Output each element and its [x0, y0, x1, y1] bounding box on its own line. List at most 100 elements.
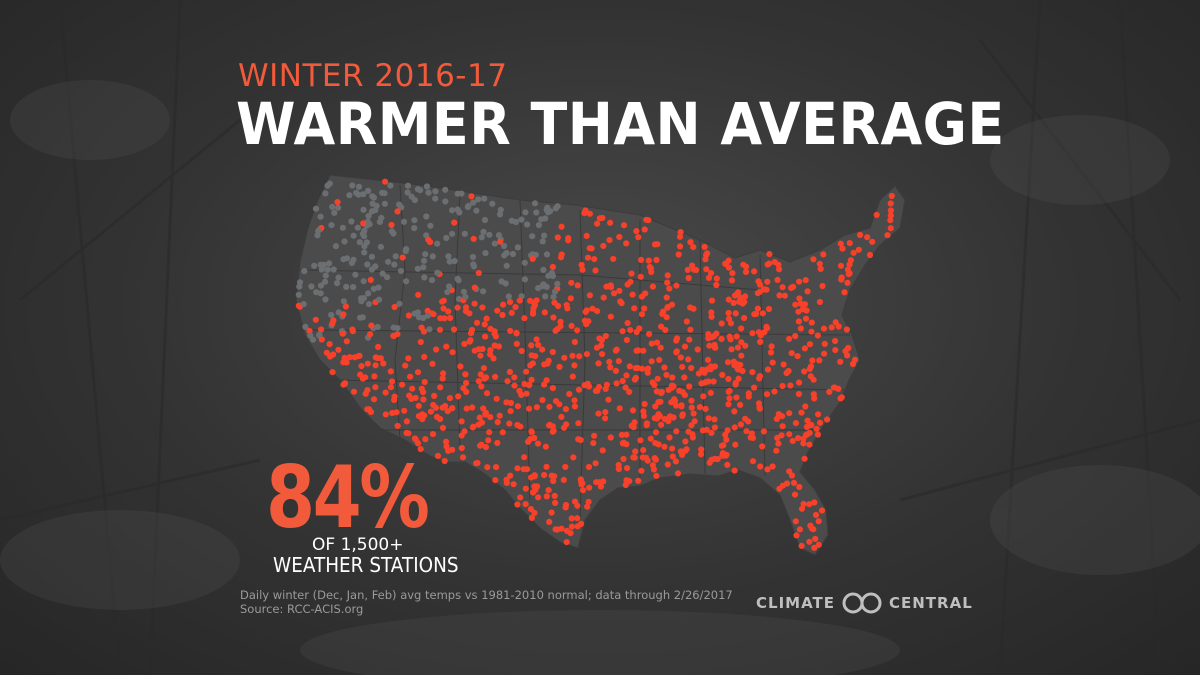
- station-dot-warm: [640, 347, 647, 354]
- station-dot-warm: [330, 317, 337, 324]
- station-dot-warm: [440, 370, 447, 377]
- station-dot-normal: [501, 242, 508, 250]
- station-dot-normal: [417, 187, 424, 194]
- station-dot-warm: [486, 429, 493, 436]
- station-dot-warm: [708, 429, 715, 436]
- station-dot-warm: [632, 448, 639, 455]
- station-dot-normal: [350, 284, 357, 291]
- station-dot-warm: [602, 415, 609, 422]
- station-dot-warm: [588, 245, 595, 252]
- station-dot-warm: [574, 523, 581, 530]
- station-dot-warm: [728, 346, 735, 353]
- station-dot-warm: [571, 397, 578, 404]
- station-dot-warm: [656, 413, 664, 420]
- station-dot-normal: [424, 312, 431, 319]
- station-dot-normal: [330, 266, 337, 273]
- station-dot-normal: [301, 268, 308, 275]
- station-dot-warm: [443, 343, 450, 350]
- station-dot-normal: [444, 289, 451, 296]
- station-dot-warm: [550, 314, 557, 321]
- station-dot-warm: [589, 305, 596, 312]
- station-dot-normal: [486, 231, 493, 238]
- station-dot-normal: [542, 215, 549, 222]
- station-dot-warm: [586, 292, 594, 299]
- station-dot-warm: [581, 317, 588, 324]
- station-dot-warm: [812, 535, 819, 543]
- station-dot-warm: [514, 501, 521, 508]
- station-dot-warm: [835, 323, 842, 330]
- station-dot-warm: [391, 396, 398, 403]
- station-dot-warm: [470, 423, 477, 430]
- station-dot-warm: [403, 429, 410, 437]
- station-dot-warm: [813, 425, 820, 432]
- station-dot-warm: [706, 459, 713, 466]
- station-dot-warm: [670, 383, 677, 390]
- station-dot-normal: [432, 195, 439, 202]
- station-dot-warm: [644, 365, 652, 372]
- station-dot-warm: [732, 381, 739, 388]
- station-dot-normal: [322, 296, 329, 303]
- station-dot-warm: [402, 362, 409, 369]
- station-dot-warm: [593, 479, 600, 486]
- station-dot-warm: [466, 310, 473, 317]
- station-dot-warm: [676, 233, 684, 240]
- station-dot-warm: [455, 393, 462, 400]
- station-dot-warm: [399, 254, 406, 261]
- station-dot-warm: [568, 523, 576, 530]
- station-dot-warm: [409, 385, 416, 392]
- station-dot-warm: [630, 424, 637, 431]
- station-dot-warm: [545, 357, 552, 364]
- station-dot-warm: [696, 404, 704, 411]
- station-dot-warm: [417, 446, 424, 453]
- station-dot-warm: [457, 363, 464, 370]
- station-dot-warm: [635, 234, 642, 241]
- station-dot-warm: [804, 288, 811, 295]
- station-dot-warm: [619, 377, 626, 385]
- station-dot-warm: [391, 303, 398, 311]
- station-dot-warm: [789, 437, 796, 444]
- station-dot-warm: [737, 361, 744, 368]
- station-dot-warm: [816, 260, 823, 267]
- logo-text-left: CLIMATE: [756, 594, 835, 612]
- station-dot-warm: [531, 472, 538, 479]
- station-dot-warm: [636, 325, 643, 332]
- station-dot-normal: [331, 209, 338, 216]
- station-dot-warm: [571, 403, 579, 410]
- station-dot-warm: [811, 395, 818, 402]
- station-dot-normal: [445, 253, 452, 260]
- station-dot-normal: [365, 290, 372, 297]
- station-dot-warm: [801, 368, 808, 375]
- station-dot-warm: [738, 325, 745, 332]
- station-dot-warm: [749, 434, 757, 441]
- station-dot-warm: [795, 318, 803, 325]
- station-dot-normal: [473, 207, 480, 214]
- station-dot-warm: [507, 399, 515, 407]
- station-dot-warm: [658, 323, 665, 330]
- station-dot-warm: [585, 463, 593, 471]
- station-dot-warm: [446, 395, 453, 402]
- station-dot-warm: [806, 538, 813, 545]
- station-dot-warm: [562, 406, 570, 413]
- station-dot-warm: [584, 254, 592, 261]
- station-dot-warm: [826, 388, 833, 395]
- station-dot-normal: [302, 323, 309, 330]
- station-dot-warm: [518, 347, 525, 355]
- station-dot-normal: [501, 252, 508, 259]
- station-dot-warm: [751, 384, 758, 391]
- station-dot-warm: [725, 388, 732, 395]
- station-dot-normal: [384, 274, 391, 281]
- station-dot-warm: [705, 415, 712, 422]
- station-dot-normal: [307, 332, 314, 339]
- station-dot-warm: [835, 385, 842, 392]
- station-dot-warm: [578, 261, 585, 269]
- station-dot-warm: [507, 472, 514, 479]
- station-dot-normal: [369, 193, 376, 200]
- station-dot-warm: [802, 315, 810, 322]
- station-dot-warm: [776, 292, 783, 299]
- station-dot-warm: [725, 257, 732, 264]
- station-dot-warm: [645, 257, 652, 264]
- station-dot-warm: [673, 402, 680, 409]
- station-dot-warm: [479, 304, 486, 311]
- station-dot-warm: [669, 374, 676, 381]
- station-dot-warm: [887, 212, 894, 219]
